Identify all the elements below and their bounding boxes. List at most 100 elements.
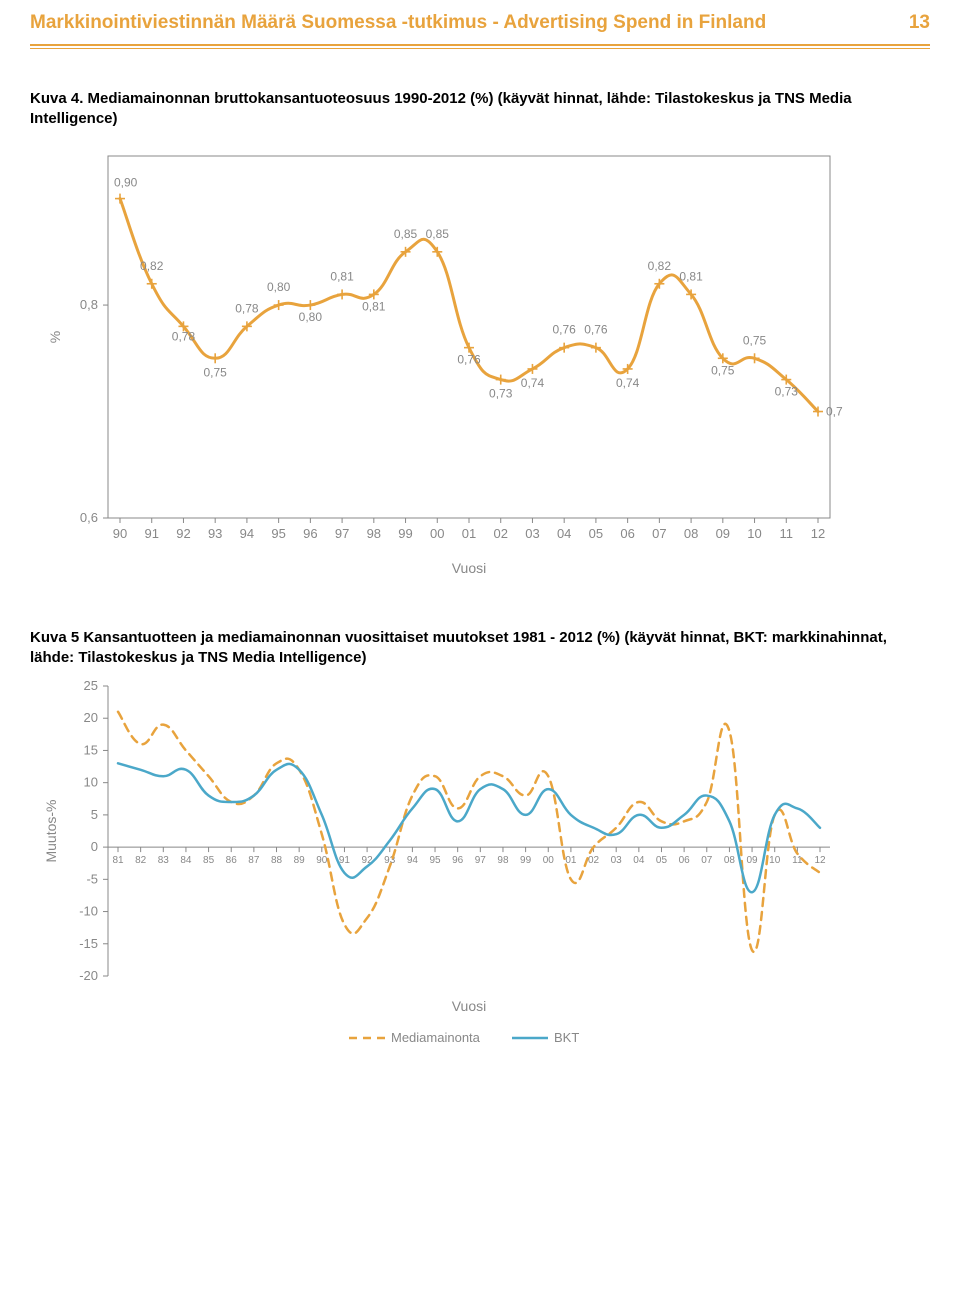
svg-text:%: % bbox=[47, 330, 63, 342]
svg-text:08: 08 bbox=[684, 526, 698, 541]
caption-chart1: Kuva 4. Mediamainonnan bruttokansantuote… bbox=[30, 89, 930, 130]
svg-text:91: 91 bbox=[144, 526, 158, 541]
svg-text:12: 12 bbox=[811, 526, 825, 541]
svg-text:88: 88 bbox=[271, 855, 283, 866]
svg-text:09: 09 bbox=[716, 526, 730, 541]
svg-text:Muutos-%: Muutos-% bbox=[43, 799, 59, 862]
chart2-svg: -20-15-10-50510152025Muutos-%81828384858… bbox=[30, 676, 850, 1056]
caption-chart2: Kuva 5 Kansantuotteen ja mediamainonnan … bbox=[30, 628, 930, 669]
svg-text:Vuosi: Vuosi bbox=[452, 560, 487, 576]
svg-text:92: 92 bbox=[176, 526, 190, 541]
svg-text:0,74: 0,74 bbox=[616, 375, 640, 389]
svg-text:96: 96 bbox=[452, 855, 464, 866]
svg-text:10: 10 bbox=[84, 775, 98, 790]
svg-text:Vuosi: Vuosi bbox=[452, 998, 487, 1014]
svg-text:5: 5 bbox=[91, 807, 98, 822]
svg-text:0,8: 0,8 bbox=[80, 297, 98, 312]
svg-text:0,85: 0,85 bbox=[394, 226, 418, 240]
svg-text:90: 90 bbox=[113, 526, 127, 541]
svg-text:0,76: 0,76 bbox=[457, 352, 481, 366]
svg-text:93: 93 bbox=[208, 526, 222, 541]
svg-text:12: 12 bbox=[814, 855, 826, 866]
svg-text:0: 0 bbox=[91, 839, 98, 854]
svg-text:0,78: 0,78 bbox=[172, 329, 196, 343]
svg-text:BKT: BKT bbox=[554, 1030, 579, 1045]
svg-text:15: 15 bbox=[84, 742, 98, 757]
svg-text:00: 00 bbox=[543, 855, 555, 866]
svg-text:95: 95 bbox=[271, 526, 285, 541]
svg-text:84: 84 bbox=[180, 855, 192, 866]
svg-text:0,6: 0,6 bbox=[80, 510, 98, 525]
svg-text:Mediamainonta: Mediamainonta bbox=[391, 1030, 481, 1045]
svg-text:95: 95 bbox=[429, 855, 441, 866]
svg-text:83: 83 bbox=[158, 855, 170, 866]
svg-text:25: 25 bbox=[84, 678, 98, 693]
svg-text:90: 90 bbox=[316, 855, 328, 866]
svg-text:07: 07 bbox=[701, 855, 713, 866]
header-title: Markkinointiviestinnän Määrä Suomessa -t… bbox=[30, 12, 889, 34]
svg-text:87: 87 bbox=[248, 855, 260, 866]
svg-text:10: 10 bbox=[747, 526, 761, 541]
svg-text:0,75: 0,75 bbox=[711, 363, 735, 377]
svg-text:81: 81 bbox=[112, 855, 124, 866]
svg-text:02: 02 bbox=[493, 526, 507, 541]
svg-text:-10: -10 bbox=[79, 904, 98, 919]
svg-text:04: 04 bbox=[633, 855, 645, 866]
svg-text:0,7: 0,7 bbox=[826, 404, 843, 418]
chart1-container: 0,60,8%909192939495969798990001020304050… bbox=[30, 138, 930, 598]
svg-text:96: 96 bbox=[303, 526, 317, 541]
chart2-container: -20-15-10-50510152025Muutos-%81828384858… bbox=[30, 676, 930, 1056]
svg-text:03: 03 bbox=[611, 855, 623, 866]
svg-text:99: 99 bbox=[398, 526, 412, 541]
svg-text:01: 01 bbox=[462, 526, 476, 541]
svg-text:-5: -5 bbox=[86, 871, 98, 886]
svg-text:0,82: 0,82 bbox=[648, 258, 672, 272]
svg-text:0,76: 0,76 bbox=[553, 322, 577, 336]
svg-text:01: 01 bbox=[565, 855, 577, 866]
svg-text:0,74: 0,74 bbox=[521, 375, 545, 389]
svg-text:99: 99 bbox=[520, 855, 532, 866]
svg-text:98: 98 bbox=[367, 526, 381, 541]
svg-text:09: 09 bbox=[747, 855, 759, 866]
svg-text:10: 10 bbox=[769, 855, 781, 866]
svg-text:0,90: 0,90 bbox=[114, 175, 138, 189]
chart1-svg: 0,60,8%909192939495969798990001020304050… bbox=[30, 138, 850, 598]
svg-text:0,81: 0,81 bbox=[330, 269, 354, 283]
header-rule-thin bbox=[30, 48, 930, 49]
svg-text:04: 04 bbox=[557, 526, 571, 541]
svg-text:07: 07 bbox=[652, 526, 666, 541]
svg-text:-20: -20 bbox=[79, 968, 98, 983]
svg-text:0,85: 0,85 bbox=[426, 226, 450, 240]
header-pagenum: 13 bbox=[909, 12, 930, 34]
svg-text:05: 05 bbox=[656, 855, 668, 866]
svg-text:82: 82 bbox=[135, 855, 147, 866]
svg-text:98: 98 bbox=[497, 855, 509, 866]
svg-text:0,76: 0,76 bbox=[584, 322, 608, 336]
svg-text:00: 00 bbox=[430, 526, 444, 541]
svg-text:0,80: 0,80 bbox=[267, 280, 291, 294]
svg-text:0,75: 0,75 bbox=[743, 333, 767, 347]
svg-text:0,75: 0,75 bbox=[204, 365, 228, 379]
svg-text:11: 11 bbox=[792, 855, 803, 866]
svg-text:03: 03 bbox=[525, 526, 539, 541]
svg-text:0,81: 0,81 bbox=[362, 299, 386, 313]
svg-text:0,73: 0,73 bbox=[775, 384, 799, 398]
svg-text:0,73: 0,73 bbox=[489, 386, 513, 400]
svg-text:05: 05 bbox=[589, 526, 603, 541]
svg-text:86: 86 bbox=[226, 855, 238, 866]
svg-text:97: 97 bbox=[475, 855, 487, 866]
svg-text:11: 11 bbox=[780, 526, 794, 541]
svg-text:02: 02 bbox=[588, 855, 600, 866]
svg-text:91: 91 bbox=[339, 855, 351, 866]
svg-text:0,82: 0,82 bbox=[140, 258, 164, 272]
svg-text:85: 85 bbox=[203, 855, 215, 866]
svg-text:0,78: 0,78 bbox=[235, 301, 259, 315]
page-header: Markkinointiviestinnän Määrä Suomessa -t… bbox=[30, 0, 930, 40]
svg-text:20: 20 bbox=[84, 710, 98, 725]
svg-text:0,81: 0,81 bbox=[679, 269, 703, 283]
svg-text:0,80: 0,80 bbox=[299, 310, 323, 324]
svg-text:89: 89 bbox=[294, 855, 306, 866]
header-rule-thick bbox=[30, 44, 930, 46]
svg-text:06: 06 bbox=[679, 855, 691, 866]
svg-text:08: 08 bbox=[724, 855, 736, 866]
